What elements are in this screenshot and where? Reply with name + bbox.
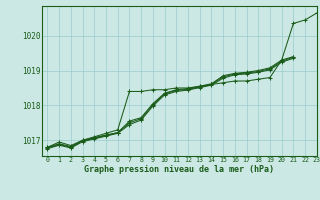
X-axis label: Graphe pression niveau de la mer (hPa): Graphe pression niveau de la mer (hPa) (84, 165, 274, 174)
